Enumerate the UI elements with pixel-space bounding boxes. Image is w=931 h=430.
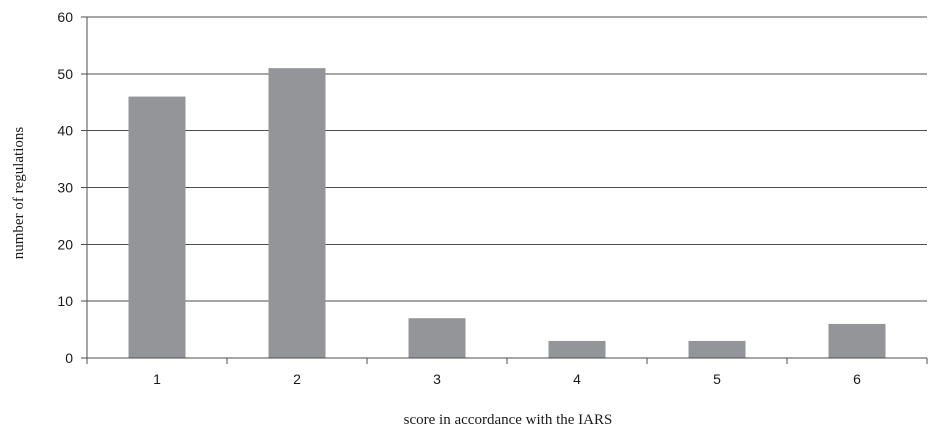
y-axis-title: number of regulations (11, 127, 27, 260)
y-tick-label: 0 (65, 350, 73, 366)
bars (128, 68, 886, 359)
bar-1 (128, 96, 186, 359)
x-tick-labels: 1 2 3 4 5 6 (86, 358, 928, 387)
bar-4 (548, 340, 606, 358)
x-axis-title: score in accordance with the IARS (404, 412, 613, 428)
x-tick-label: 1 (153, 371, 161, 387)
y-tick-label: 50 (57, 66, 73, 82)
x-tick-label: 4 (573, 371, 581, 387)
bar-5 (688, 340, 746, 358)
y-tick-label: 20 (57, 236, 73, 252)
gridlines (87, 16, 927, 302)
x-tick-label: 6 (853, 371, 861, 387)
y-tick-label: 10 (57, 293, 73, 309)
x-tick-label: 2 (293, 371, 301, 387)
y-tick-label: 40 (57, 123, 73, 139)
y-tick-labels: 0 10 20 30 40 50 60 (57, 9, 87, 366)
bar-6 (828, 323, 886, 358)
x-tick-label: 3 (433, 371, 441, 387)
bar-2 (268, 68, 326, 359)
y-tick-label: 60 (57, 9, 73, 25)
y-tick-label: 30 (57, 180, 73, 196)
x-tick-label: 5 (713, 371, 721, 387)
bar-3 (408, 318, 466, 358)
